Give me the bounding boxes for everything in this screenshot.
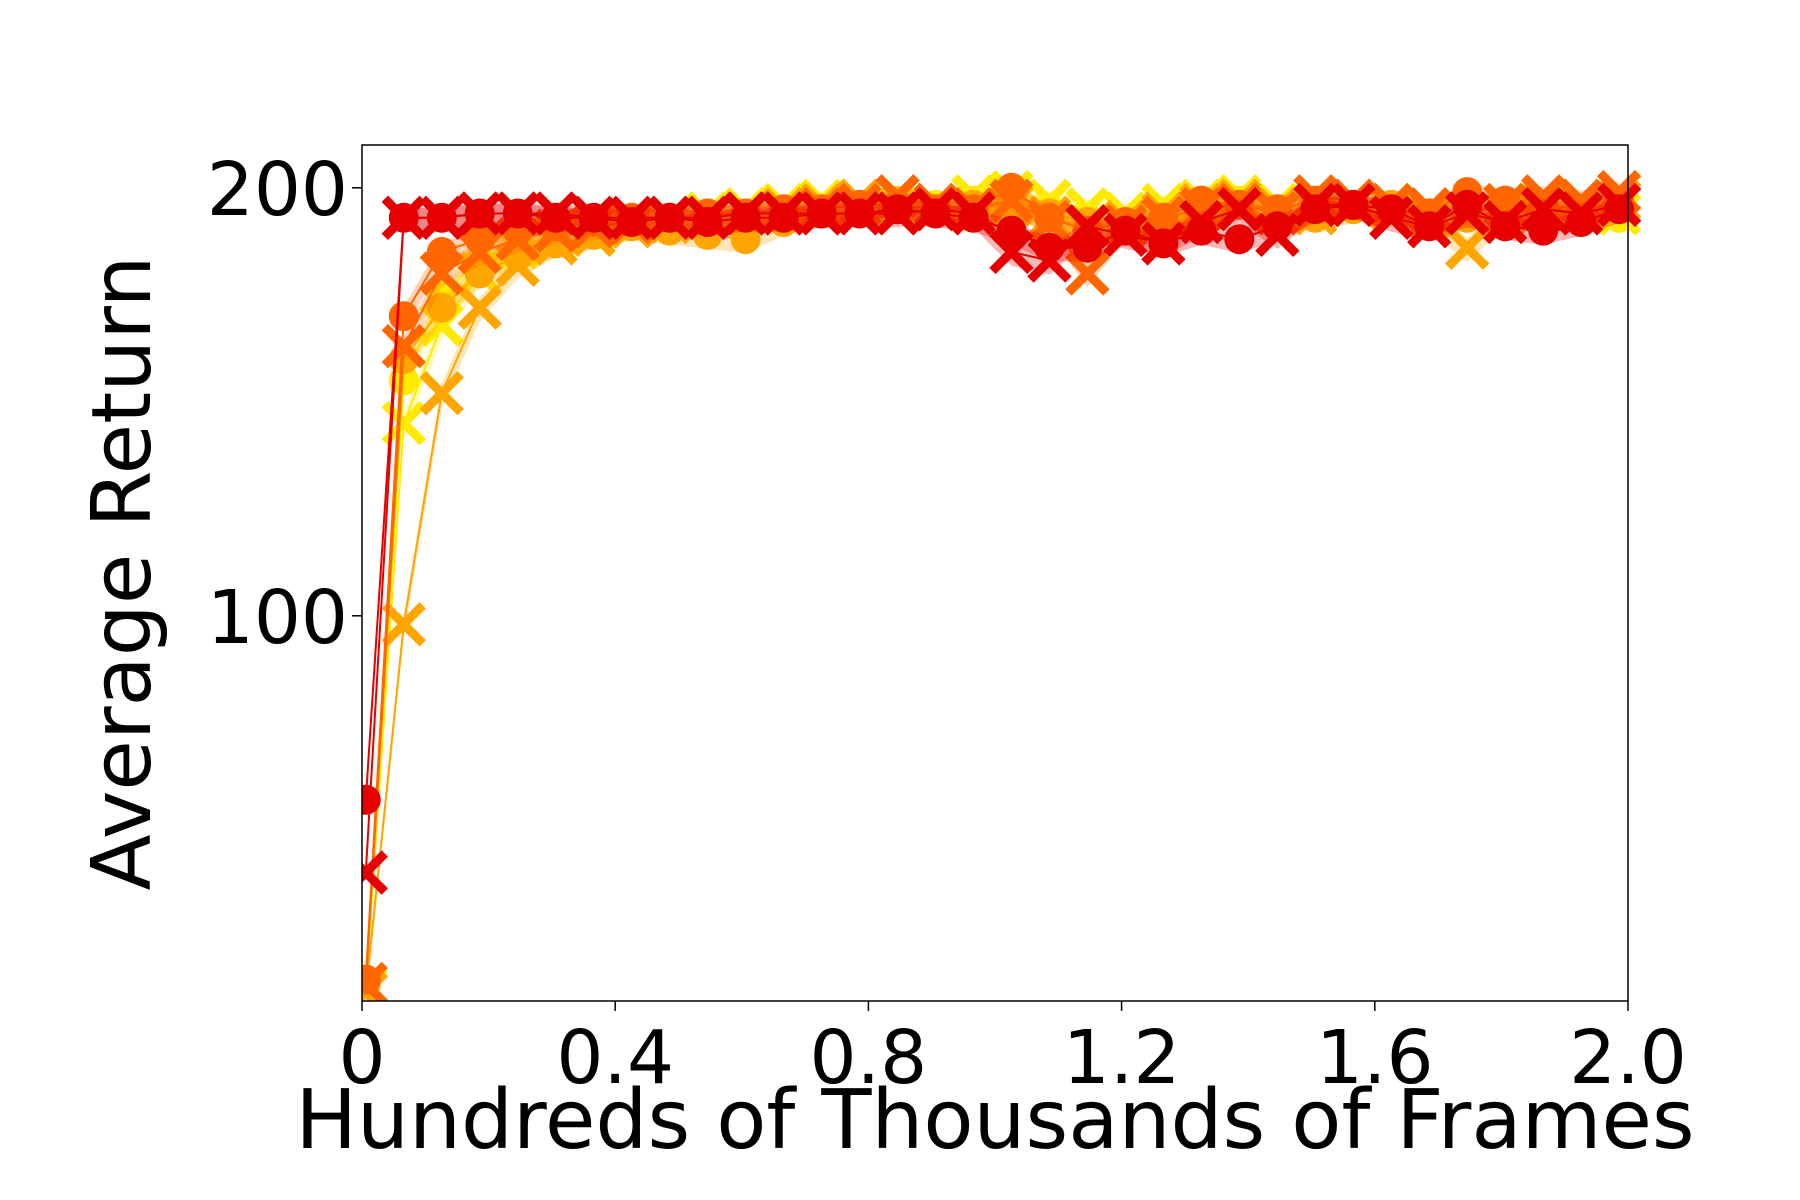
series-1-point [388,365,419,396]
series-8-point [837,191,882,236]
series-8-line [364,203,1620,873]
series-8-point [799,191,844,236]
series-8-point [1027,238,1072,283]
series-7-point [1186,215,1217,246]
series-8-point [1179,199,1224,245]
series-7-point [1262,211,1293,242]
y-tick-label: 200 [207,147,348,233]
series-7-point [1376,194,1407,225]
series-8-point [495,191,540,236]
series-6-point [989,178,1034,223]
series-6-point [1558,178,1604,223]
series-4-point [419,371,464,416]
series-8-point [1369,195,1414,240]
series-8-point [381,195,426,240]
series-8-point [609,195,654,240]
ticks-layer: 0 0.4 0.8 1.2 1.6 2.0 100 200 [207,147,1687,1101]
series-8-point [571,195,616,240]
x-tick-label: 1.6 [1316,1015,1434,1101]
series-8-point [1558,191,1604,236]
series-6-point [1027,199,1072,245]
series-8-point [533,191,578,236]
series-6-point [1179,187,1224,232]
series-8-point [685,195,730,240]
series-4-point [381,602,426,647]
series-8-point [1596,182,1642,228]
series-8-point [761,191,806,236]
x-axis-label: Hundreds of Thousands of Frames [295,1073,1694,1168]
series-8-point [1520,187,1566,232]
series-6-point [1065,251,1110,296]
series-8-point [913,187,958,232]
y-axis-label: Average Return [75,256,170,891]
series-8-point [457,191,502,236]
series-8-point [1065,204,1110,249]
series-8-point [362,850,388,895]
series-8-point [723,191,768,236]
x-tick-label: 2.0 [1569,1015,1687,1101]
x-tick-label: 0 [338,1015,385,1101]
series-7-line [364,203,1620,800]
series-6-point [381,323,426,369]
series-4-point [457,285,502,330]
series-3-point [730,224,761,255]
series-8-point [1217,187,1262,232]
series-8-point [1407,204,1452,249]
series-7-point [362,784,381,815]
x-tick-label: 0.8 [810,1015,928,1101]
series-8 [362,182,1642,895]
series-3-point [426,292,457,323]
y-tick-label: 100 [207,575,348,661]
series-7-point [1528,215,1559,246]
series-6-point [457,229,502,275]
series-7-point [1566,207,1597,237]
series-8-point [1483,199,1528,245]
series-7-point [1224,224,1255,255]
series-7-point [1452,189,1483,220]
series-8-point [1103,212,1148,258]
series-4-point [1445,225,1490,270]
plot-area-frame [361,144,1629,1002]
series-8-point [419,195,464,240]
series-8-point [875,191,920,236]
series-8-point [1141,221,1186,266]
series-8-point [951,191,996,236]
series-6-point [362,961,388,1001]
series-6-point [419,251,464,296]
series-layer [362,169,1642,1001]
series-8-point [647,195,692,240]
series-8-point [1331,182,1376,228]
series-8-point [1255,212,1300,258]
series-8-point [1445,191,1490,236]
series-6-point [1520,174,1566,219]
series-8-point [1293,182,1338,228]
series-8-point [989,229,1034,275]
x-tick-label: 0.4 [556,1015,674,1101]
x-tick-label: 1.2 [1063,1015,1181,1101]
